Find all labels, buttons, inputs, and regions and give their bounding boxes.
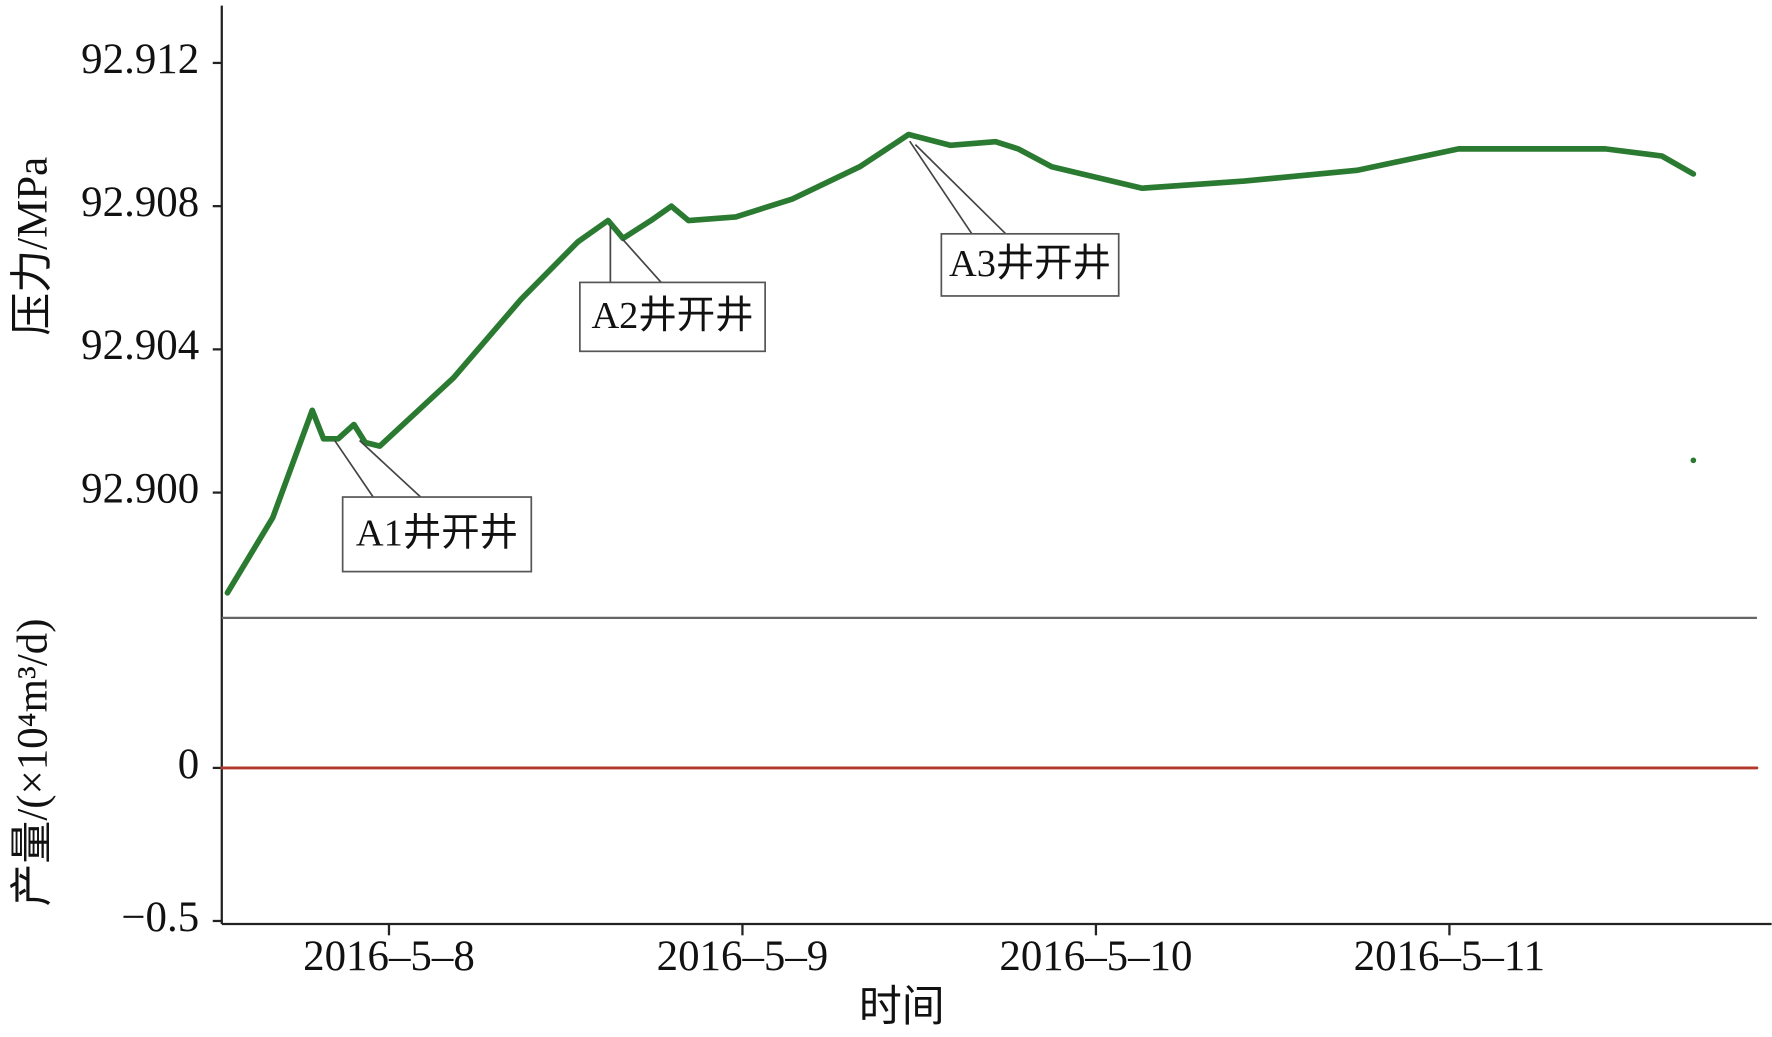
y-tick-label: 92.908 bbox=[81, 179, 199, 226]
y-tick-label: 0 bbox=[178, 741, 199, 788]
x-tick-label: 2016–5–8 bbox=[303, 933, 475, 980]
annotation-arrow bbox=[909, 140, 973, 235]
y-tick-label: 92.904 bbox=[81, 322, 199, 369]
annotation-box bbox=[940, 232, 1120, 297]
y-tick-label: 92.912 bbox=[81, 36, 199, 83]
annotation-box bbox=[579, 281, 766, 353]
y-tick-label: 92.900 bbox=[81, 465, 199, 512]
annotation: A2井开井 bbox=[591, 295, 753, 337]
line-series bbox=[224, 131, 1697, 596]
annotation-arrow bbox=[359, 439, 422, 498]
x-tick-label: 2016–5–11 bbox=[1354, 933, 1545, 980]
annotation: A1井开井 bbox=[356, 512, 518, 554]
annotation-arrow bbox=[334, 440, 374, 498]
annotation-arrow bbox=[622, 238, 662, 283]
annotation-box bbox=[341, 496, 533, 573]
x-tick-label: 2016–5–10 bbox=[999, 933, 1192, 980]
x-axis-title: 时间 bbox=[859, 984, 945, 1031]
annotation: A3井开井 bbox=[949, 243, 1111, 285]
y-axis-title: 产量/(×10⁴m³/d) bbox=[9, 619, 56, 907]
x-tick-label: 2016–5–9 bbox=[657, 933, 829, 980]
annotation-arrow bbox=[914, 143, 1007, 235]
y-axis-title: 压力/MPa bbox=[9, 157, 56, 336]
y-tick-label: −0.5 bbox=[121, 894, 199, 941]
